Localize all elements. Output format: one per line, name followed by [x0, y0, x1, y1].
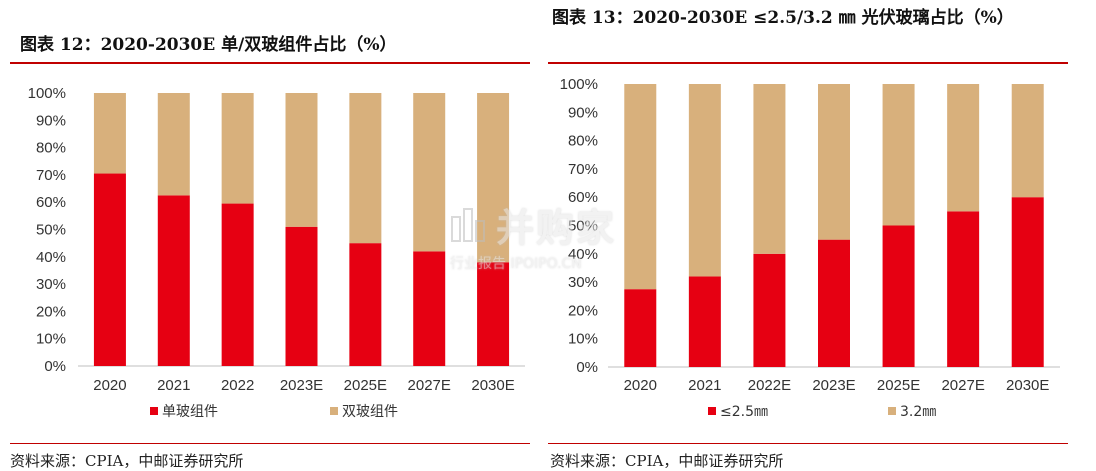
bar-segment	[349, 243, 382, 366]
right-panel: 图表 13：2020-2030E ≤2.5/3.2 ㎜ 光伏玻璃占比（%） 0%…	[548, 0, 1096, 470]
x-tick-label: 2020	[624, 377, 657, 394]
y-tick-label: 100%	[560, 76, 598, 93]
x-tick-label: 2021	[688, 377, 721, 394]
bar-segment	[947, 84, 980, 212]
source-note: 资料来源：CPIA，中邮证券研究所	[550, 452, 784, 470]
bar-segment	[947, 211, 980, 367]
y-tick-label: 70%	[36, 167, 66, 184]
source-note: 资料来源：CPIA，中邮证券研究所	[10, 452, 244, 470]
bar-segment	[285, 93, 318, 227]
bar-segment	[882, 84, 915, 226]
y-tick-label: 40%	[568, 246, 598, 263]
bar-segment	[413, 251, 446, 366]
chart-title: 图表 13：2020-2030E ≤2.5/3.2 ㎜ 光伏玻璃占比（%）	[552, 8, 1014, 28]
bar-segment	[753, 253, 786, 367]
bar-segment	[882, 225, 915, 367]
y-tick-label: 30%	[36, 276, 66, 293]
bar-segment	[157, 93, 190, 196]
bar-segment	[688, 84, 721, 277]
title-rule	[548, 62, 1068, 64]
y-tick-label: 60%	[36, 194, 66, 211]
x-tick-label: 2030E	[471, 377, 514, 394]
y-tick-label: 50%	[568, 218, 598, 235]
source-rule	[10, 443, 530, 444]
y-tick-label: 60%	[568, 189, 598, 206]
legend-label: 3.2㎜	[900, 404, 936, 420]
y-tick-label: 20%	[36, 303, 66, 320]
bar-segment	[624, 289, 657, 367]
x-tick-label: 2022	[221, 377, 254, 394]
bar-segment	[753, 84, 786, 254]
legend-label: ≤2.5㎜	[720, 404, 768, 420]
legend-label: 单玻组件	[162, 404, 218, 420]
y-tick-label: 20%	[568, 302, 598, 319]
x-tick-label: 2030E	[1006, 377, 1049, 394]
y-tick-label: 10%	[36, 331, 66, 348]
stacked-bar-chart-module-types: 0% 10% 20% 30% 40% 50% 60% 70% 80% 90% 100% 2020 202…	[28, 85, 525, 420]
y-tick-label: 90%	[568, 104, 598, 121]
y-tick-label: 70%	[568, 161, 598, 178]
y-tick-label: 80%	[36, 140, 66, 157]
bar-segment	[624, 84, 657, 290]
bar-segment	[93, 93, 126, 174]
left-panel: 图表 12：2020-2030E 单/双玻组件占比（%） 0% 10% 20% 30%…	[0, 0, 540, 470]
x-tick-label: 2022E	[748, 377, 791, 394]
bar-segment	[818, 84, 850, 240]
x-tick-label: 2027E	[941, 377, 984, 394]
x-tick-label: 2027E	[408, 377, 451, 394]
source-rule	[548, 443, 1068, 444]
legend-label: 双玻组件	[342, 404, 398, 420]
x-tick-label: 2025E	[344, 377, 387, 394]
y-tick-label: 50%	[36, 222, 66, 239]
x-tick-label: 2023E	[812, 377, 855, 394]
bar-segment	[285, 226, 318, 366]
y-tick-label: 90%	[36, 112, 66, 129]
bar-segment	[818, 239, 850, 367]
bar-segment	[477, 262, 510, 366]
bar-segment	[413, 93, 446, 252]
chart-title: 图表 12：2020-2030E 单/双玻组件占比（%）	[20, 35, 397, 55]
y-tick-label: 100%	[28, 85, 66, 102]
bar-segment	[688, 276, 721, 367]
legend-swatch	[150, 407, 158, 415]
y-tick-label: 80%	[568, 133, 598, 150]
y-tick-label: 30%	[568, 274, 598, 291]
y-tick-label: 0%	[576, 359, 598, 376]
legend-swatch	[888, 407, 896, 415]
legend-swatch	[330, 407, 338, 415]
legend-swatch	[708, 407, 716, 415]
x-tick-label: 2020	[93, 377, 126, 394]
y-tick-label: 40%	[36, 249, 66, 266]
bar-segment	[477, 93, 510, 263]
bar-segment	[1011, 84, 1044, 198]
bar-segment	[349, 93, 382, 244]
bar-segment	[93, 173, 126, 366]
y-tick-label: 0%	[44, 358, 66, 375]
x-tick-label: 2021	[157, 377, 190, 394]
bar-segment	[221, 203, 254, 366]
bar-segment	[157, 195, 190, 366]
x-tick-label: 2025E	[877, 377, 920, 394]
bar-segment	[221, 93, 254, 204]
stacked-bar-chart-glass-thickness: 0% 10% 20% 30% 40% 50% 60% 70% 80% 90% 100% 2020 202…	[560, 76, 1060, 420]
y-tick-label: 10%	[568, 331, 598, 348]
title-rule	[10, 62, 530, 64]
x-tick-label: 2023E	[280, 377, 323, 394]
bar-segment	[1011, 197, 1044, 367]
